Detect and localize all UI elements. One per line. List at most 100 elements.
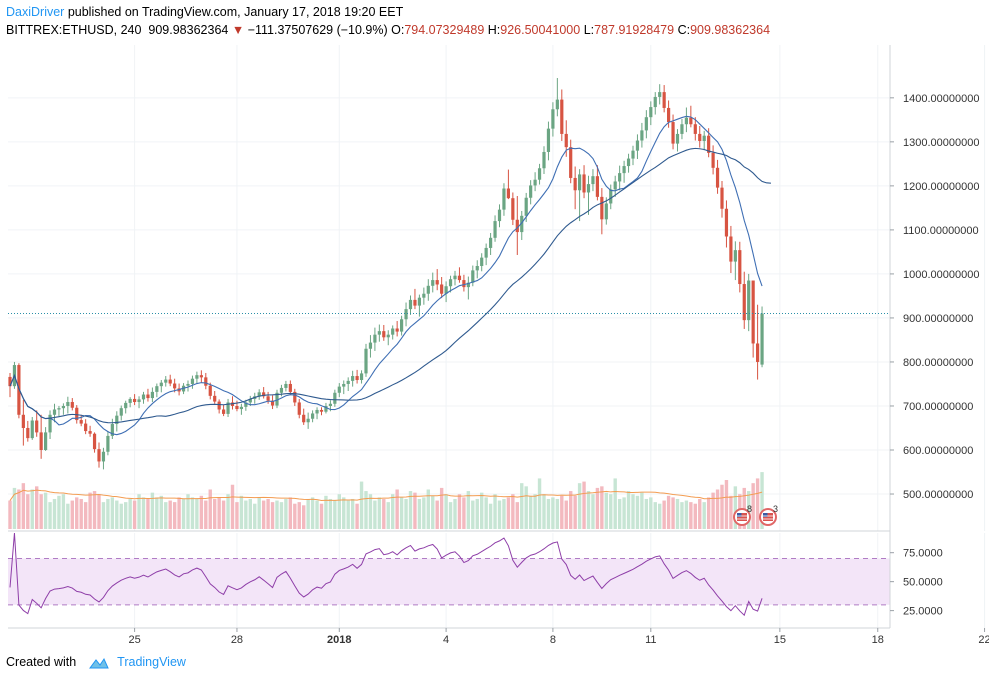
candle[interactable] <box>208 382 212 400</box>
candle[interactable] <box>497 204 502 228</box>
candle[interactable] <box>511 192 515 226</box>
candle[interactable] <box>288 380 292 395</box>
candle[interactable] <box>675 129 680 152</box>
candle[interactable] <box>199 370 203 383</box>
candle[interactable] <box>106 431 110 456</box>
candle[interactable] <box>57 405 61 417</box>
candle[interactable] <box>453 270 457 286</box>
candle[interactable] <box>333 389 337 407</box>
candle[interactable] <box>738 241 742 293</box>
candle[interactable] <box>408 295 413 315</box>
candle[interactable] <box>35 410 39 437</box>
candle[interactable] <box>21 399 25 446</box>
candle[interactable] <box>315 407 319 420</box>
candle[interactable] <box>101 447 106 470</box>
candles[interactable] <box>8 78 764 470</box>
candle[interactable] <box>92 432 97 453</box>
candle[interactable] <box>391 325 395 340</box>
candle[interactable] <box>244 399 248 411</box>
candle[interactable] <box>382 324 386 341</box>
candle[interactable] <box>373 327 377 351</box>
candle[interactable] <box>30 416 34 440</box>
candle[interactable] <box>506 169 510 200</box>
candle[interactable] <box>724 200 729 248</box>
candle[interactable] <box>715 159 720 194</box>
candle[interactable] <box>653 92 657 115</box>
candle[interactable] <box>649 101 653 126</box>
candle[interactable] <box>626 153 631 173</box>
candle[interactable] <box>386 330 390 346</box>
candle[interactable] <box>560 89 564 141</box>
candle[interactable] <box>515 195 519 255</box>
candle[interactable] <box>302 408 306 425</box>
price-axis[interactable]: 1400.00000000 1300.00000000 1200.00000000 1… <box>890 93 979 501</box>
candle[interactable] <box>110 418 114 439</box>
candle[interactable] <box>44 427 48 451</box>
candle[interactable] <box>417 294 421 317</box>
candle[interactable] <box>502 183 506 216</box>
candle[interactable] <box>190 375 195 389</box>
candle[interactable] <box>529 180 533 205</box>
candle[interactable] <box>146 388 150 402</box>
candle[interactable] <box>533 172 537 192</box>
author-link[interactable]: DaxiDriver <box>6 5 65 19</box>
candle[interactable] <box>640 122 644 148</box>
candle[interactable] <box>609 184 613 210</box>
candle[interactable] <box>324 402 328 414</box>
candle[interactable] <box>720 181 724 218</box>
candle[interactable] <box>613 175 617 197</box>
candle[interactable] <box>484 243 488 266</box>
candle[interactable] <box>546 121 551 161</box>
candle[interactable] <box>480 253 484 272</box>
candle[interactable] <box>351 370 355 387</box>
candle[interactable] <box>466 276 470 300</box>
candle[interactable] <box>747 273 751 332</box>
candle[interactable] <box>413 288 417 310</box>
candle[interactable] <box>622 160 626 183</box>
candle[interactable] <box>569 139 573 184</box>
candle[interactable] <box>751 280 755 358</box>
candle[interactable] <box>760 306 764 368</box>
candle[interactable] <box>537 163 542 185</box>
candle[interactable] <box>489 232 493 255</box>
candle[interactable] <box>159 380 163 393</box>
candle[interactable] <box>680 118 684 140</box>
candle[interactable] <box>222 404 226 417</box>
candle[interactable] <box>84 419 88 435</box>
candle[interactable] <box>618 165 622 191</box>
candle[interactable] <box>671 114 675 150</box>
candle[interactable] <box>124 400 128 414</box>
candle[interactable] <box>262 387 266 399</box>
candle[interactable] <box>164 376 168 387</box>
candle[interactable] <box>306 412 310 429</box>
candle[interactable] <box>61 403 65 415</box>
candle[interactable] <box>226 398 230 417</box>
candle[interactable] <box>368 335 373 358</box>
candle[interactable] <box>444 281 448 303</box>
candle[interactable] <box>395 321 399 337</box>
candle[interactable] <box>150 387 154 403</box>
candle[interactable] <box>644 110 648 139</box>
candle[interactable] <box>79 414 83 427</box>
candle[interactable] <box>658 84 662 105</box>
candle[interactable] <box>141 391 146 404</box>
candle[interactable] <box>635 134 640 160</box>
candle[interactable] <box>404 302 408 327</box>
candle[interactable] <box>667 100 671 128</box>
candle[interactable] <box>756 304 760 380</box>
candle[interactable] <box>266 391 270 404</box>
candle[interactable] <box>448 275 453 293</box>
candle[interactable] <box>431 272 435 293</box>
candle[interactable] <box>311 410 315 423</box>
candle[interactable] <box>155 383 159 398</box>
candle[interactable] <box>88 425 92 437</box>
candle[interactable] <box>235 400 239 412</box>
candle[interactable] <box>97 442 101 468</box>
candle[interactable] <box>346 377 350 392</box>
candle[interactable] <box>586 175 591 215</box>
candle[interactable] <box>342 380 346 395</box>
candle[interactable] <box>493 215 497 242</box>
us-flag-event-icon[interactable]: 8 <box>733 504 752 526</box>
candle[interactable] <box>186 380 190 392</box>
